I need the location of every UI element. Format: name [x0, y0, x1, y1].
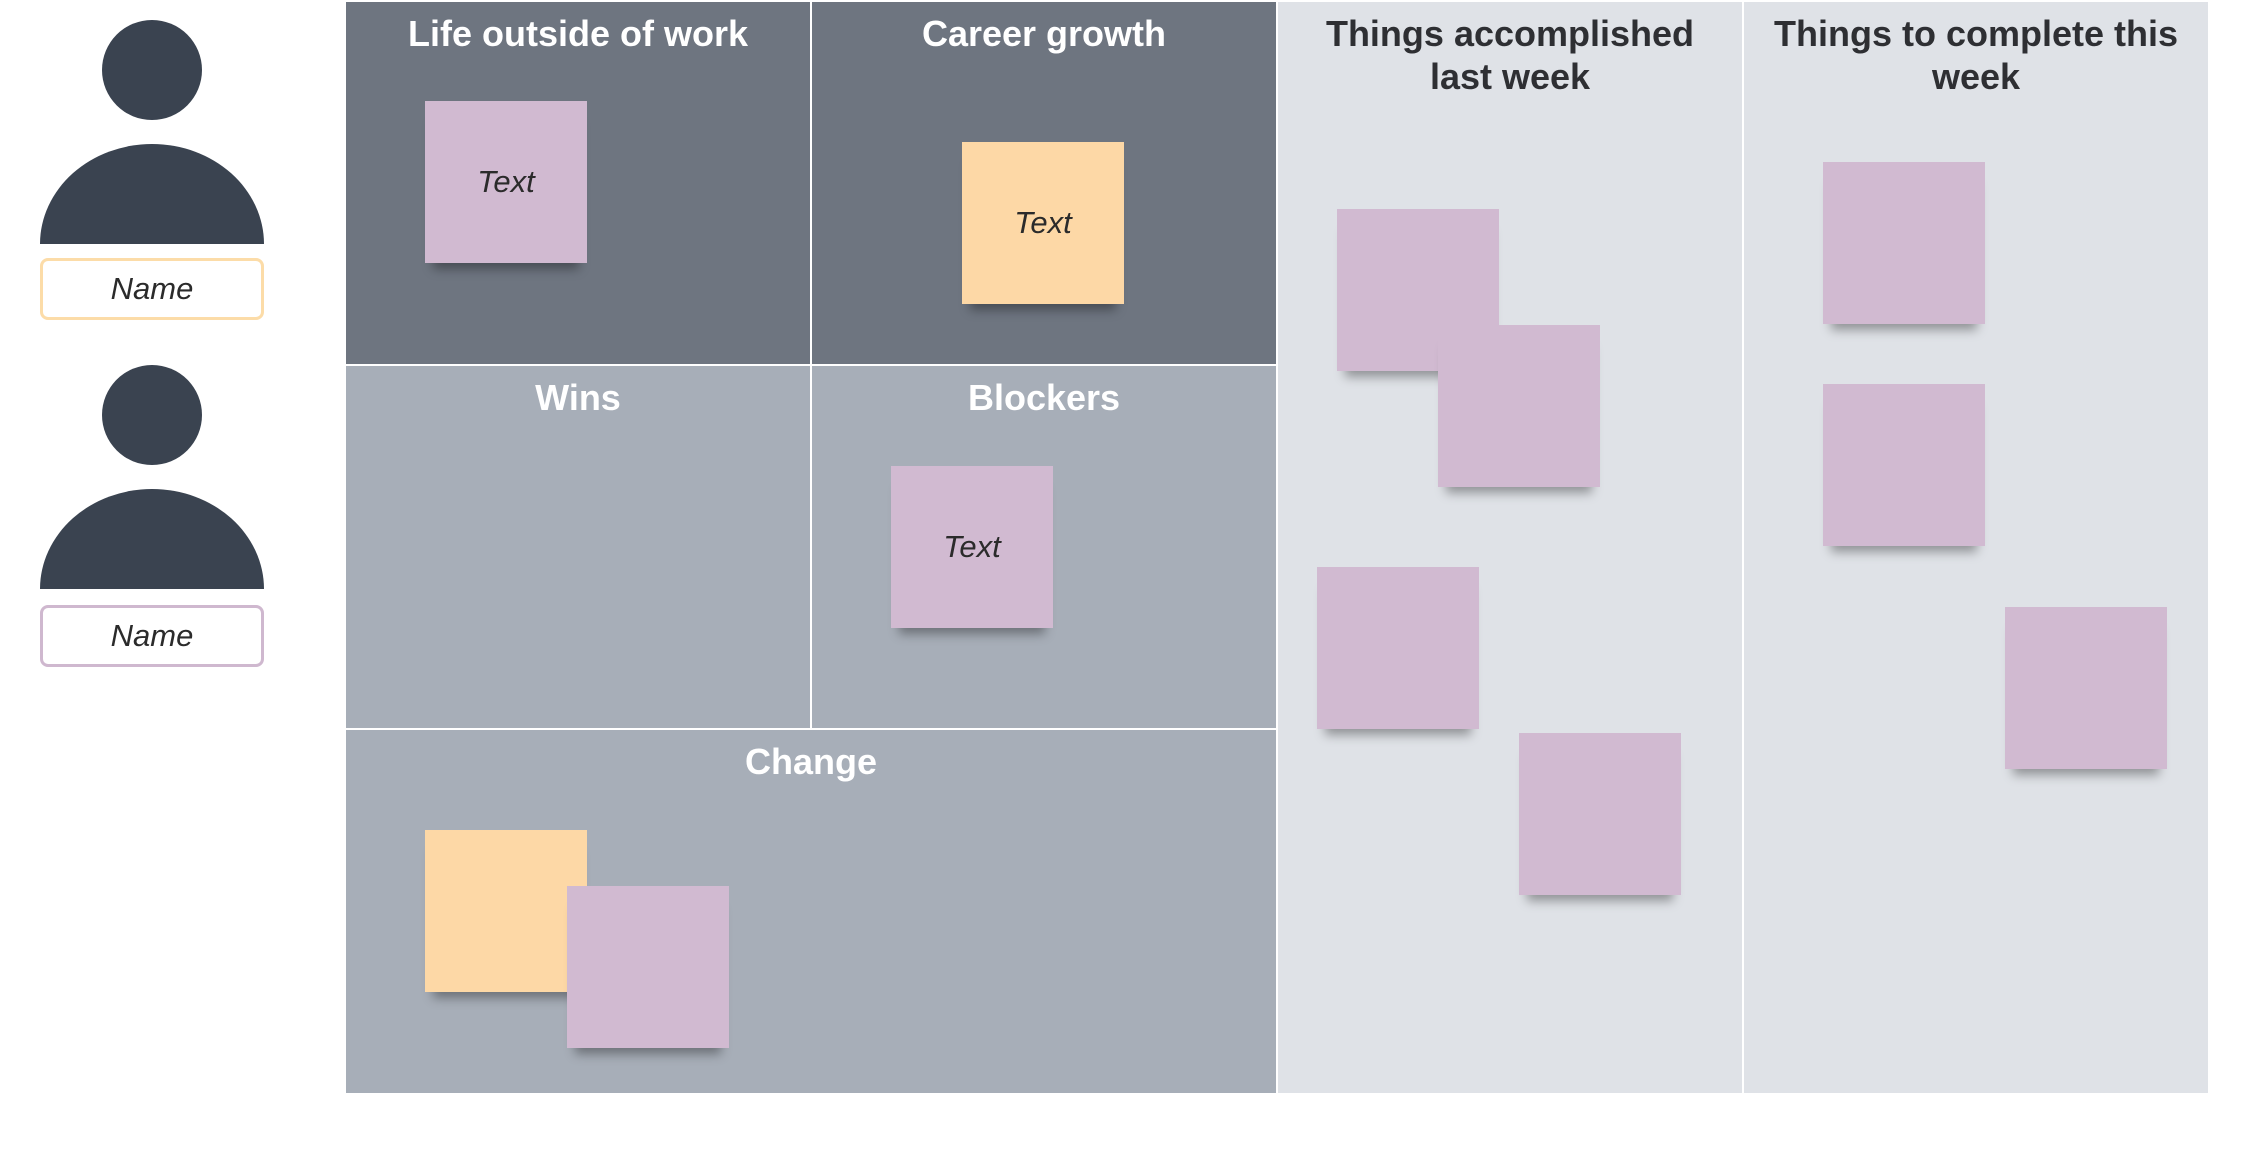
name-field-1[interactable]: Name	[40, 258, 264, 320]
zone-title: Things accomplished last week	[1325, 13, 1695, 97]
zone-wins: Wins	[346, 366, 810, 728]
person-icon-body	[40, 144, 264, 244]
sticky-note[interactable]: Text	[891, 466, 1053, 628]
person-icon-head	[102, 20, 202, 120]
zone-title: Career growth	[921, 13, 1167, 54]
zone-accomplished-last-week: Things accomplished last week	[1278, 2, 1742, 1093]
person-icon-head	[102, 365, 202, 465]
person-icon-body	[40, 489, 264, 589]
sticky-note[interactable]	[1438, 325, 1600, 487]
sticky-note[interactable]: Text	[425, 101, 587, 263]
sticky-note[interactable]	[425, 830, 587, 992]
sticky-note[interactable]	[1519, 733, 1681, 895]
zone-title: Blockers	[967, 377, 1121, 418]
zone-title: Wins	[535, 377, 621, 418]
zone-title: Life outside of work	[407, 13, 748, 54]
sticky-note[interactable]	[1823, 162, 1985, 324]
zone-title: Change	[744, 741, 877, 782]
sticky-note[interactable]	[567, 886, 729, 1048]
sticky-note[interactable]	[2005, 607, 2167, 769]
sticky-note[interactable]: Text	[962, 142, 1124, 304]
sticky-note[interactable]	[1823, 384, 1985, 546]
zone-title: Things to complete this week	[1773, 13, 2178, 97]
name-field-2[interactable]: Name	[40, 605, 264, 667]
sticky-note[interactable]	[1317, 567, 1479, 729]
